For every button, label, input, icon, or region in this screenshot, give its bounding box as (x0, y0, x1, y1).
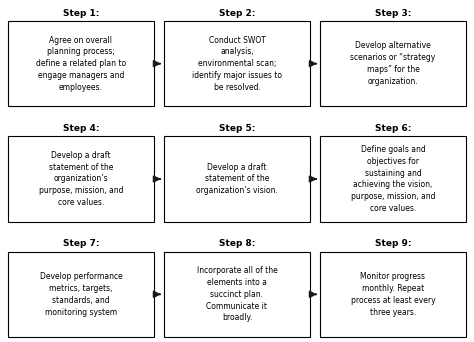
Text: Develop a draft
statement of the
organization’s vision.: Develop a draft statement of the organiz… (196, 163, 278, 195)
Bar (8, 21, 154, 106)
Bar (320, 21, 466, 106)
Bar (8, 252, 154, 337)
Text: Monitor progress
monthly. Repeat
process at least every
three years.: Monitor progress monthly. Repeat process… (351, 272, 435, 317)
Text: Develop alternative
scenarios or “strategy
maps” for the
organization.: Develop alternative scenarios or “strate… (350, 41, 436, 86)
Text: Step 2:: Step 2: (219, 9, 255, 17)
Text: Define goals and
objectives for
sustaining and
achieving the vision,
purpose, mi: Define goals and objectives for sustaini… (351, 145, 435, 213)
Text: Develop a draft
statement of the
organization’s
purpose, mission, and
core value: Develop a draft statement of the organiz… (39, 151, 123, 207)
Text: Step 8:: Step 8: (219, 239, 255, 248)
Bar (320, 136, 466, 222)
Bar (164, 136, 310, 222)
Text: Step 4:: Step 4: (63, 124, 99, 133)
Text: Incorporate all of the
elements into a
succinct plan.
Communicate it
broadly.: Incorporate all of the elements into a s… (197, 266, 277, 323)
Bar (164, 21, 310, 106)
Bar (8, 136, 154, 222)
Text: Agree on overall
planning process;
define a related plan to
engage managers and
: Agree on overall planning process; defin… (36, 36, 126, 92)
Text: Step 7:: Step 7: (63, 239, 99, 248)
Bar (164, 252, 310, 337)
Bar (320, 252, 466, 337)
Text: Step 9:: Step 9: (375, 239, 411, 248)
Text: Step 1:: Step 1: (63, 9, 99, 17)
Text: Step 5:: Step 5: (219, 124, 255, 133)
Text: Conduct SWOT
analysis,
environmental scan;
identify major issues to
be resolved.: Conduct SWOT analysis, environmental sca… (192, 36, 282, 92)
Text: Step 3:: Step 3: (375, 9, 411, 17)
Text: Develop performance
metrics, targets,
standards, and
monitoring system: Develop performance metrics, targets, st… (40, 272, 122, 317)
Text: Step 6:: Step 6: (375, 124, 411, 133)
